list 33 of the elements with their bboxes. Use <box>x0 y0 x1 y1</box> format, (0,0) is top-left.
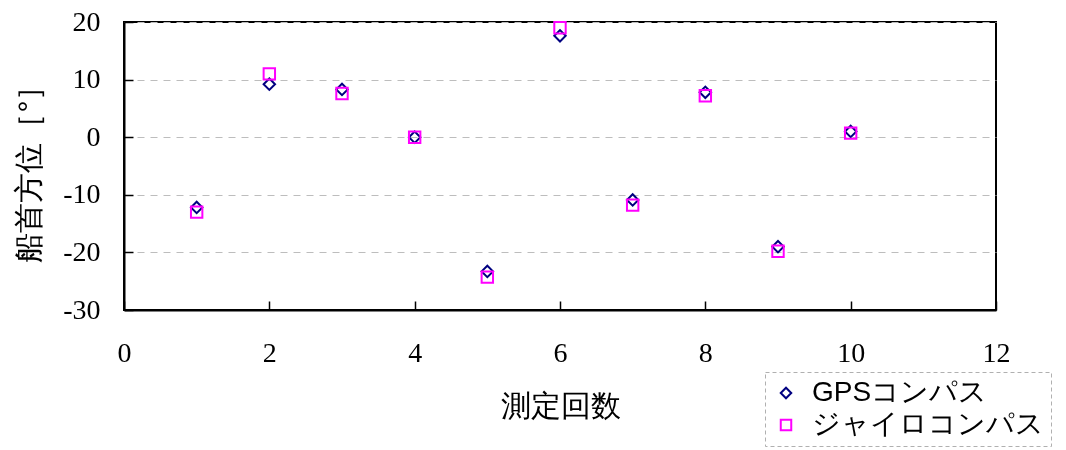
y-tick-label: 10 <box>72 63 101 95</box>
x-tick-label: 8 <box>698 336 713 368</box>
x-tick-label: 6 <box>553 336 568 368</box>
x-tick-label: 4 <box>408 336 423 368</box>
x-tick-label: 10 <box>837 336 866 368</box>
point <box>189 205 204 219</box>
y-tick-label: -30 <box>63 293 101 325</box>
point <box>771 244 785 258</box>
point <box>698 85 713 99</box>
y-axis-title: 船首方位［°］ <box>12 70 46 263</box>
point <box>189 200 204 215</box>
point <box>335 82 349 97</box>
point <box>262 67 277 81</box>
x-tick-label: 2 <box>262 336 277 368</box>
point <box>553 29 567 43</box>
point <box>698 89 713 103</box>
y-tick-label: 0 <box>86 120 101 152</box>
point <box>625 198 640 212</box>
legend-label: GPSコンパス <box>812 376 988 407</box>
point <box>553 21 567 35</box>
point <box>625 193 640 207</box>
point <box>335 86 349 101</box>
point <box>480 264 495 279</box>
point <box>771 239 785 254</box>
point <box>480 270 495 284</box>
y-tick-label: -20 <box>63 235 101 267</box>
point <box>262 77 277 91</box>
y-tick-label: 20 <box>72 5 101 37</box>
legend-label: ジャイロコンパス <box>812 408 1044 439</box>
x-tick-label: 12 <box>982 336 1011 368</box>
y-tick-label: -10 <box>63 178 101 210</box>
x-tick-label: 0 <box>117 336 132 368</box>
x-axis-title: 測定回数 <box>500 388 621 422</box>
